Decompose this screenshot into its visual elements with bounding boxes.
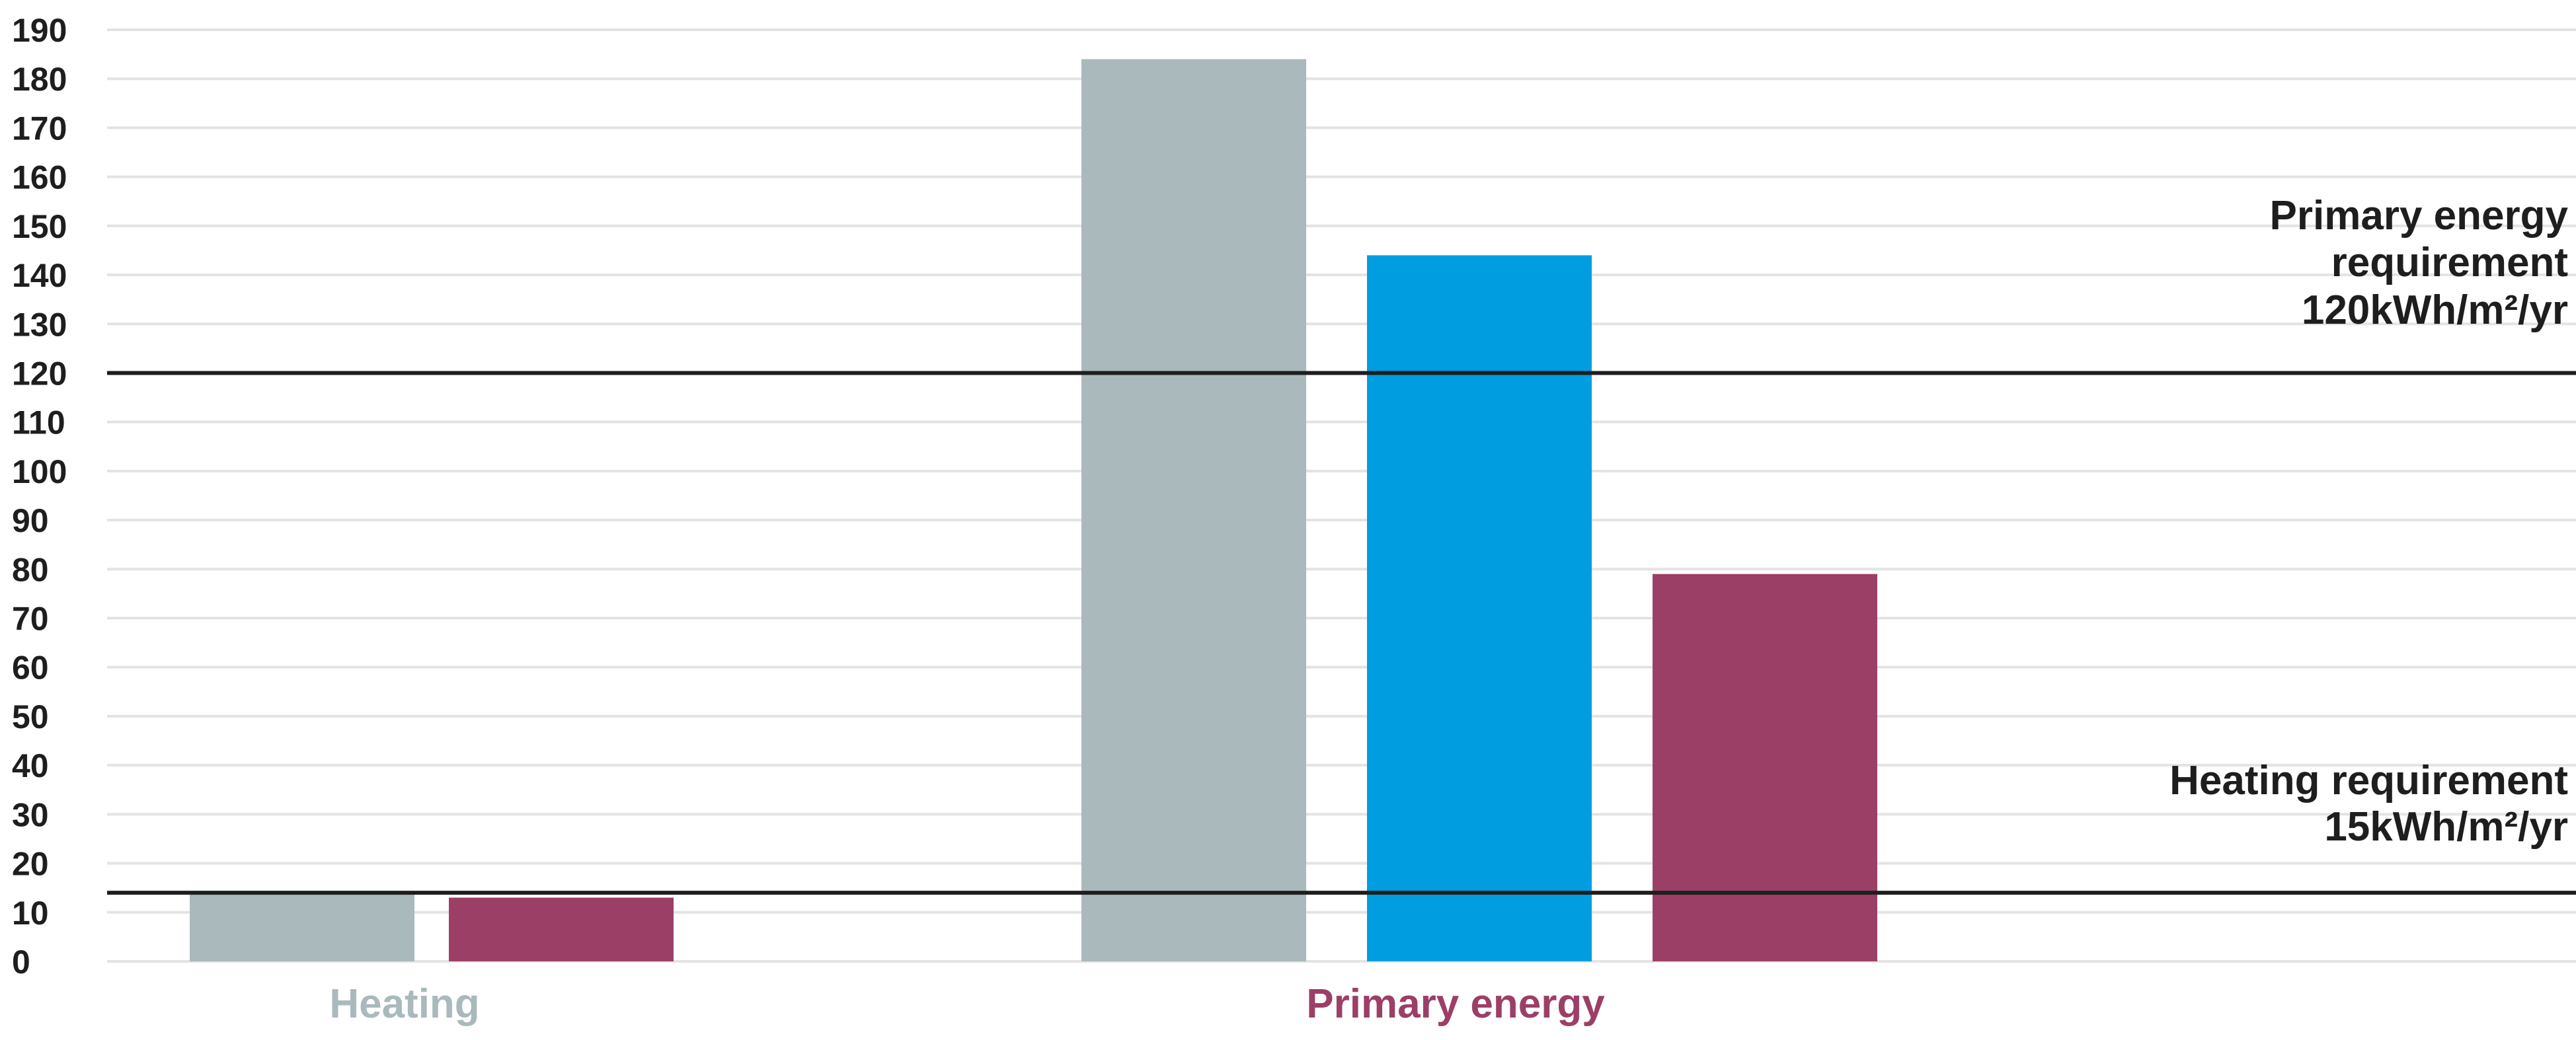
y-tick-label: 140: [12, 257, 67, 294]
y-tick-label: 60: [12, 650, 49, 687]
y-tick-label: 110: [12, 404, 65, 441]
y-tick-label: 80: [12, 551, 49, 588]
y-tick-label: 20: [12, 846, 49, 883]
grid-lines: [107, 28, 2576, 963]
y-tick-label: 150: [12, 208, 67, 245]
y-tick-label: 130: [12, 306, 67, 343]
y-tick-label: 40: [12, 747, 49, 784]
bar: [1653, 574, 1877, 961]
category-label: Primary energy: [1306, 981, 1605, 1027]
y-tick-label: 70: [12, 601, 49, 638]
y-tick-label: 120: [12, 355, 67, 392]
reference-line-label: requirement: [2331, 240, 2568, 285]
y-tick-label: 90: [12, 502, 49, 539]
y-tick-label: 100: [12, 453, 67, 490]
y-tick-label: 180: [12, 61, 67, 98]
y-axis-ticks: 0 10 20 30 40 50 60 70 80 90 100 110 120 130 140 150 160…: [12, 12, 67, 981]
y-tick-label: 50: [12, 698, 49, 735]
category-label: Heating: [329, 981, 479, 1027]
y-tick-label: 0: [12, 944, 30, 981]
bars: [190, 59, 1877, 961]
bar: [1081, 59, 1306, 961]
category-labels: Heating Primary energy: [329, 981, 1605, 1027]
y-tick-label: 170: [12, 110, 67, 147]
bar: [1367, 255, 1592, 961]
y-tick-label: 160: [12, 159, 67, 196]
reference-line-label: 15kWh/m²/yr: [2324, 804, 2568, 850]
y-tick-label: 190: [12, 12, 67, 49]
bar: [449, 897, 674, 961]
reference-line-label: Heating requirement: [2169, 758, 2568, 803]
bar: [190, 893, 414, 961]
reference-line-label: Primary energy: [2270, 193, 2569, 239]
y-tick-label: 30: [12, 796, 49, 833]
reference-line-label: 120kWh/m²/yr: [2302, 287, 2568, 333]
y-tick-label: 10: [12, 895, 49, 932]
